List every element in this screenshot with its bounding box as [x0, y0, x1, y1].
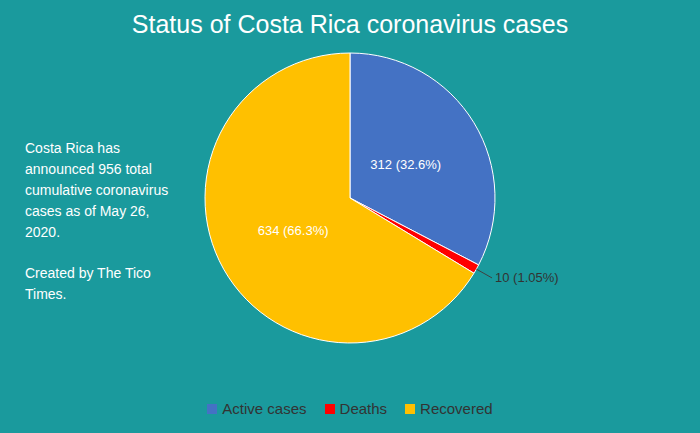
html-text:Recovered: Recovered [420, 400, 493, 417]
html-text:Status of Costa Rica coronavir: Status of Costa Rica coronavirus cases [131, 10, 569, 38]
html-text:Costa Rica has announced 956 t: Costa Rica has announced 956 total cumul… [25, 140, 169, 240]
svg-text:634 (66.3%): 634 (66.3%) [258, 223, 329, 238]
html-text:Deaths: Deaths [339, 400, 388, 417]
html-text:Created by The Tico Times.: Created by The Tico Times. [25, 265, 151, 302]
html-text:Active cases: Active cases [222, 400, 307, 417]
svg-text:10 (1.05%): 10 (1.05%) [495, 270, 559, 285]
svg-text:312 (32.6%): 312 (32.6%) [370, 157, 441, 172]
